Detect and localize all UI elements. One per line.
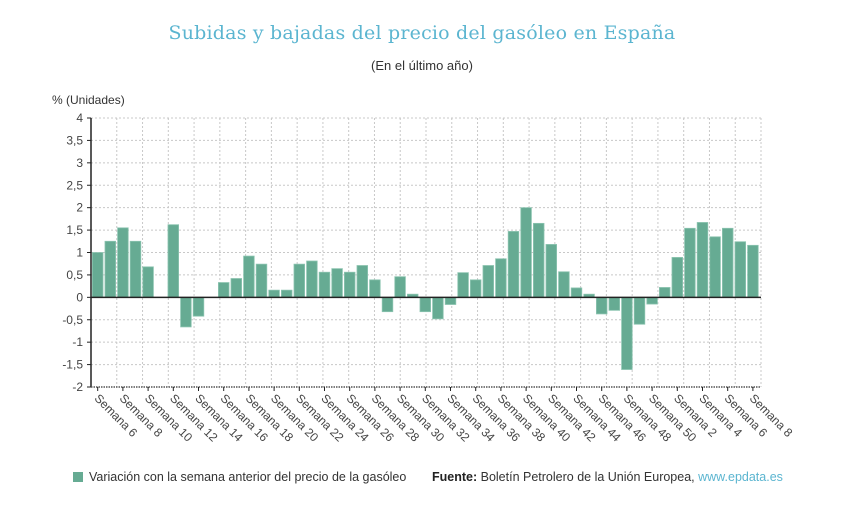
y-tick-label: 0 [76,290,83,304]
bar-semana-50-44 [646,296,658,305]
bar-semana-47-41 [608,296,621,311]
bar-semana-17-11 [230,278,243,298]
y-tick-label: 1,5 [66,223,83,237]
bar-semana-4-48 [696,222,709,298]
y-tick-label: 4 [76,111,83,125]
bar-semana-19-13 [255,263,268,298]
bar-semana-26-20 [343,271,356,298]
bar-semana-8-2 [117,227,129,298]
bar-semana-32-26 [419,296,432,313]
bar-semana-46-40 [596,296,608,315]
legend-label: Variación con la semana anterior del pre… [89,470,407,484]
y-axis-label: % (Unidades) [52,93,125,107]
bar-semana-44-38 [570,287,583,298]
source-label: Fuente: [432,470,478,484]
y-tick-label: 3 [76,156,83,170]
bar-semana-18-12 [243,255,255,298]
chart-title: Subidas y bajadas del precio del gasóleo… [168,22,676,44]
bar-semana-10-4 [142,266,154,298]
bar-semana-36-30 [469,279,482,298]
y-tick-label: 2 [76,201,83,215]
bar-semana-7-51 [734,241,747,298]
source-link[interactable]: www.epdata.es [698,470,783,484]
y-tick-label: -1 [72,335,83,349]
bar-semana-6-50 [722,227,734,298]
bar-semana-1-45 [659,287,671,298]
source-note: Fuente: Boletín Petrolero de la Unión Eu… [432,470,783,484]
bar-semana-6-0 [92,252,104,298]
bars [92,207,759,370]
bar-semana-9-3 [129,240,142,298]
y-tick-label: 3,5 [66,133,83,147]
y-tick-label: 0,5 [66,268,83,282]
bar-semana-13-7 [180,296,192,328]
bar-semana-5-49 [709,236,721,298]
legend-swatch [73,472,83,482]
bar-semana-29-23 [381,296,394,313]
y-tick-label: 1 [76,246,83,260]
y-tick-label: -0,5 [62,313,83,327]
bar-semana-35-29 [457,272,469,298]
y-tick-label: -2 [72,380,83,394]
bar-semana-2-46 [671,257,684,298]
bar-semana-38-32 [495,258,507,298]
grid-lines [91,117,762,387]
bar-semana-30-24 [394,276,406,298]
legend: Variación con la semana anterior del pre… [73,470,406,484]
bar-semana-49-43 [633,296,646,325]
bar-semana-21-15 [280,289,293,298]
bar-semana-23-17 [306,260,318,298]
chart-subtitle: (En el último año) [371,58,473,73]
bar-semana-37-31 [482,265,495,298]
source-text: Boletín Petrolero de la Unión Europea, [477,470,699,484]
bar-semana-8-52 [747,244,759,298]
bar-semana-42-36 [545,244,558,298]
bar-semana-41-35 [533,222,545,298]
bar-semana-16-10 [217,282,230,298]
bar-semana-7-1 [104,240,117,298]
y-tick-label: -1,5 [62,358,83,372]
bar-semana-33-27 [432,296,444,320]
bar-semana-20-14 [268,289,280,298]
bar-semana-39-33 [507,231,520,298]
y-tick-label: 2,5 [66,178,83,192]
bar-semana-34-28 [444,296,457,305]
bar-semana-40-34 [520,207,532,298]
bar-semana-27-21 [356,265,369,298]
bar-semana-3-47 [684,227,696,298]
bar-semana-24-18 [318,271,331,298]
bar-semana-22-16 [293,263,306,298]
bar-semana-14-8 [192,296,205,317]
bar-semana-12-6 [167,224,180,298]
bar-semana-48-42 [621,296,633,370]
bar-semana-43-37 [558,271,570,298]
bar-semana-28-22 [369,279,381,298]
bar-semana-25-19 [331,268,343,298]
y-tick-labels: 4 3,5 3 2,5 2 1,5 1 0,5 0 -0,5 -1 -1,5 -2 [62,111,91,394]
